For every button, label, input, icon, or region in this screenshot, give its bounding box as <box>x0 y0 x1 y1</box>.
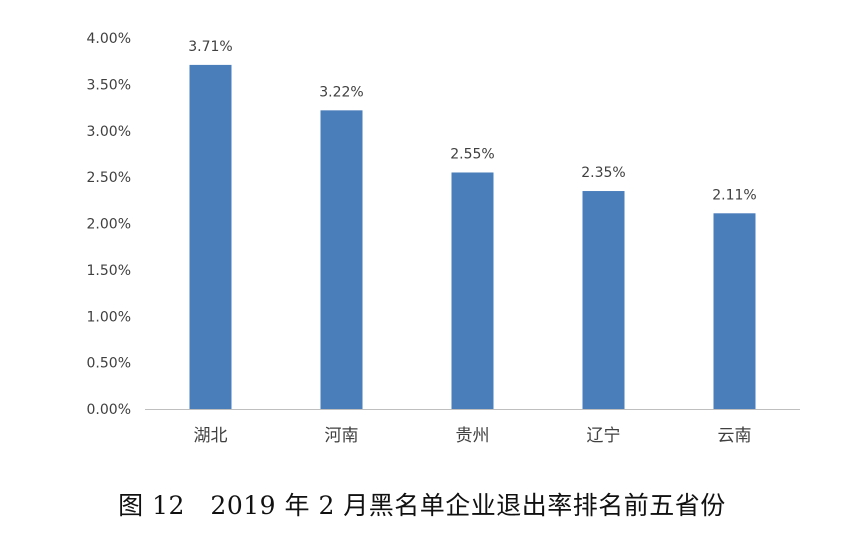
y-tick-label: 2.50% <box>87 170 131 186</box>
y-tick-label: 2.00% <box>87 217 131 233</box>
data-label: 2.11% <box>712 187 756 203</box>
y-tick-label: 3.00% <box>87 124 131 140</box>
x-tick-label: 云南 <box>718 426 752 446</box>
bar-5 <box>713 213 756 409</box>
x-tick-label: 湖北 <box>194 426 228 446</box>
data-label: 2.55% <box>450 146 494 162</box>
x-tick-label: 贵州 <box>456 426 490 446</box>
y-tick-label: 4.00% <box>87 31 131 47</box>
y-tick-label: 3.50% <box>87 77 131 93</box>
y-tick-label: 0.00% <box>87 402 131 418</box>
bar-3 <box>451 172 494 409</box>
y-tick-label: 1.50% <box>87 263 131 279</box>
figure-caption: 图 12 2019 年 2 月黑名单企业退出率排名前五省份 <box>118 491 726 520</box>
y-tick-label: 0.50% <box>87 356 131 372</box>
data-label: 3.71% <box>188 39 232 55</box>
x-tick-label: 河南 <box>325 426 359 446</box>
bar-4 <box>582 191 625 409</box>
x-tick-label: 辽宁 <box>587 426 621 446</box>
data-label: 2.35% <box>581 165 625 181</box>
y-tick-label: 1.00% <box>87 309 131 325</box>
data-label: 3.22% <box>319 84 363 100</box>
bar-1 <box>189 64 232 410</box>
bar-2 <box>320 110 363 409</box>
